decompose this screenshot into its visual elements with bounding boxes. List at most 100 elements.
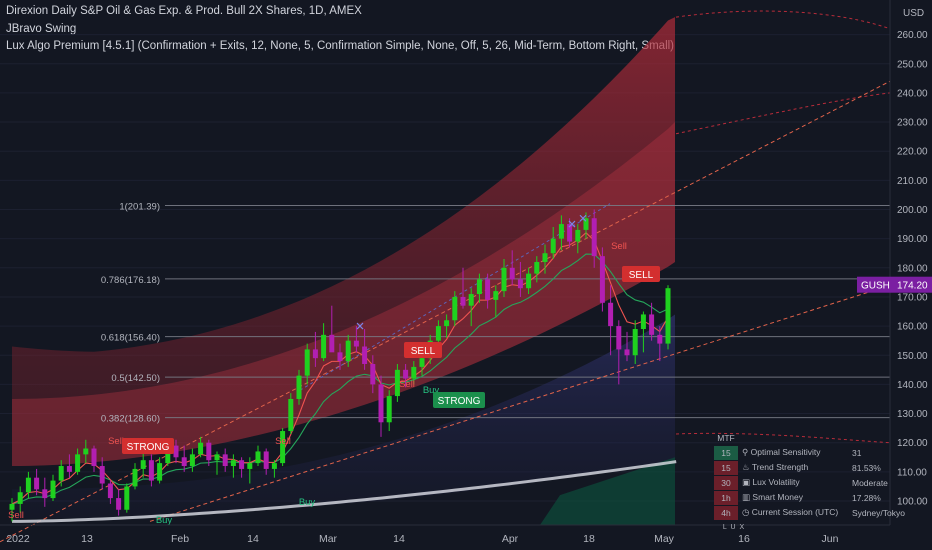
candle[interactable] xyxy=(468,288,474,327)
candle[interactable] xyxy=(296,369,302,405)
indicator-jbravo[interactable]: JBravo Swing xyxy=(6,23,77,35)
candle[interactable] xyxy=(550,226,556,260)
signal-buy[interactable]: Buy xyxy=(299,497,316,508)
candle[interactable] xyxy=(42,477,48,507)
candle[interactable] xyxy=(632,320,638,364)
candle[interactable] xyxy=(17,486,23,513)
candle[interactable] xyxy=(222,448,228,472)
candle[interactable] xyxy=(34,468,40,496)
candle[interactable] xyxy=(239,457,245,478)
dashboard-label-text: Current Session (UTC) xyxy=(751,507,839,517)
candle[interactable] xyxy=(485,273,491,309)
candle[interactable] xyxy=(599,247,605,312)
candle[interactable] xyxy=(116,489,122,516)
candle[interactable] xyxy=(247,457,253,484)
candle[interactable] xyxy=(517,261,523,297)
candle[interactable] xyxy=(337,343,343,370)
candle[interactable] xyxy=(271,460,277,478)
candle[interactable] xyxy=(575,224,581,254)
candle[interactable] xyxy=(304,343,310,385)
candle[interactable] xyxy=(91,445,97,472)
candle[interactable] xyxy=(255,445,261,467)
signal-sell[interactable]: Sell xyxy=(611,241,627,252)
candle[interactable] xyxy=(198,436,204,458)
candle[interactable] xyxy=(189,448,195,472)
signal-sell-strong[interactable]: SELL xyxy=(622,266,660,282)
candle[interactable] xyxy=(665,285,671,350)
candle[interactable] xyxy=(132,463,138,490)
candle-body xyxy=(280,431,286,464)
signal-sell[interactable]: Sell xyxy=(275,436,291,447)
signal-buy-strong[interactable]: STRONG xyxy=(433,392,485,408)
candle[interactable] xyxy=(370,355,376,394)
candle[interactable] xyxy=(214,451,220,475)
candle[interactable] xyxy=(99,457,105,490)
candle[interactable] xyxy=(263,448,269,475)
upper-cloud-band xyxy=(12,17,675,467)
candle[interactable] xyxy=(616,320,622,385)
candle[interactable] xyxy=(329,305,335,353)
signal-sell-strong[interactable]: STRONG xyxy=(122,438,174,454)
signal-buy[interactable]: Buy xyxy=(423,385,440,396)
candle[interactable] xyxy=(509,250,515,286)
candle[interactable] xyxy=(649,302,655,341)
candle[interactable] xyxy=(362,329,368,370)
candle[interactable] xyxy=(526,267,532,295)
candle-body xyxy=(50,480,56,499)
candle[interactable] xyxy=(501,259,507,297)
candle[interactable] xyxy=(403,363,409,388)
candle[interactable] xyxy=(25,471,31,499)
candle[interactable] xyxy=(353,326,359,353)
candle[interactable] xyxy=(624,331,630,362)
signal-buy[interactable]: Buy xyxy=(156,515,173,526)
candle[interactable] xyxy=(230,454,236,478)
signal-sell[interactable]: Sell xyxy=(8,510,24,521)
last-price-tag[interactable]: GUSH 174.20 xyxy=(857,276,932,293)
candle[interactable] xyxy=(173,439,179,464)
candle[interactable] xyxy=(452,291,458,327)
signal-sell[interactable]: Sell xyxy=(108,436,124,447)
candle[interactable] xyxy=(411,361,417,385)
candle[interactable] xyxy=(583,212,589,239)
candle[interactable] xyxy=(50,474,56,501)
candle[interactable] xyxy=(181,445,187,472)
candle[interactable] xyxy=(444,314,450,338)
candle[interactable] xyxy=(460,267,466,309)
signal-sell-strong[interactable]: SELL xyxy=(404,342,442,358)
candle[interactable] xyxy=(534,256,540,283)
candle[interactable] xyxy=(107,480,113,504)
candle[interactable] xyxy=(591,209,597,268)
candle[interactable] xyxy=(288,393,294,434)
candle[interactable] xyxy=(75,448,81,475)
candle[interactable] xyxy=(386,390,392,432)
x-tick-label: Feb xyxy=(171,533,189,545)
candle[interactable] xyxy=(608,285,614,356)
candle[interactable] xyxy=(476,273,482,303)
candle[interactable] xyxy=(640,311,646,353)
candle[interactable] xyxy=(345,334,351,367)
candle-body xyxy=(460,296,466,306)
candle[interactable] xyxy=(9,498,15,522)
candle[interactable] xyxy=(394,363,400,402)
candle[interactable] xyxy=(66,454,72,478)
candle[interactable] xyxy=(206,439,212,467)
candle[interactable] xyxy=(280,428,286,467)
candle[interactable] xyxy=(83,439,89,464)
dashboard-label: ◷ Current Session (UTC) xyxy=(738,507,852,518)
candle[interactable] xyxy=(558,215,564,251)
candle[interactable] xyxy=(567,218,573,248)
candle[interactable] xyxy=(542,244,548,274)
indicator-luxalgo[interactable]: Lux Algo Premium [4.5.1] (Confirmation +… xyxy=(6,40,675,52)
candle[interactable] xyxy=(58,460,64,487)
candle[interactable] xyxy=(321,323,327,362)
candle[interactable] xyxy=(124,483,130,513)
candle[interactable] xyxy=(312,331,318,367)
candle[interactable] xyxy=(657,326,663,362)
candle[interactable] xyxy=(148,454,154,487)
candle[interactable] xyxy=(157,457,163,484)
candle[interactable] xyxy=(140,451,146,478)
candle[interactable] xyxy=(493,285,499,318)
candle[interactable] xyxy=(378,375,384,437)
signal-sell[interactable]: Sell xyxy=(399,379,415,390)
